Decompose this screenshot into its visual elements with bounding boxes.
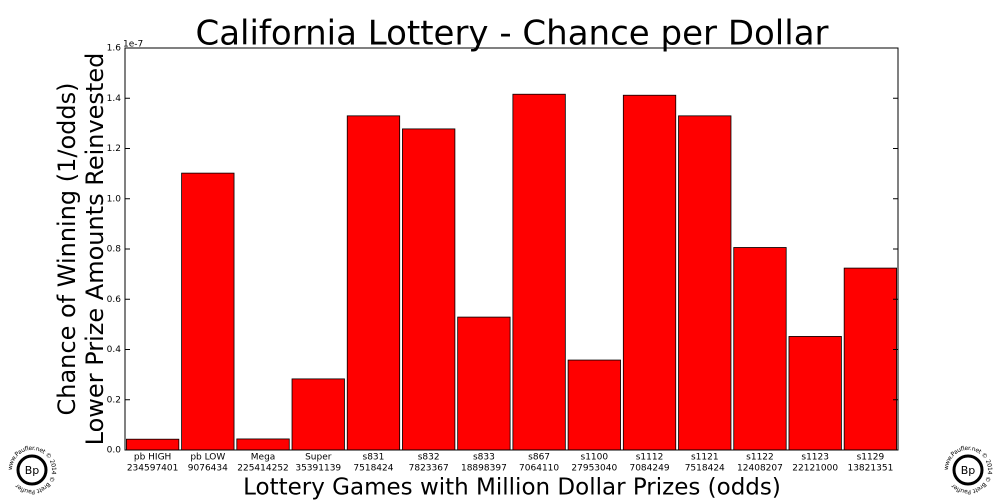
x-tick-label: s1121 — [691, 453, 719, 463]
bar — [567, 359, 621, 451]
x-tick-label: pb LOW — [190, 453, 225, 463]
x-tick-label: s833 — [473, 453, 495, 463]
bar — [402, 128, 456, 451]
x-axis-label: Lottery Games with Million Dollar Prizes… — [243, 475, 781, 500]
bar — [291, 378, 345, 451]
x-tick-odds: 7518424 — [353, 464, 393, 474]
bar — [678, 115, 732, 451]
x-tick-odds: 9076434 — [188, 464, 228, 474]
y-axis-label: Chance of Winning (1/odds) — [53, 82, 81, 415]
chart-title: California Lottery - Chance per Dollar — [195, 14, 828, 54]
x-tick-label: s1123 — [801, 453, 829, 463]
x-tick-odds: 7518424 — [685, 464, 725, 474]
x-tick-label: s832 — [418, 453, 440, 463]
bar — [346, 115, 401, 451]
y-tick-label: 1.6 — [107, 44, 122, 54]
x-tick-odds: 12408207 — [737, 464, 783, 474]
logo-text: Bp — [961, 464, 976, 477]
bar — [733, 247, 787, 451]
y-tick-label: 1.2 — [107, 144, 121, 154]
y-tick-label: 1.4 — [107, 94, 122, 104]
x-tick-odds: 225414252 — [237, 464, 289, 474]
x-tick-odds: 234597401 — [127, 464, 179, 474]
x-tick-label: pb HIGH — [134, 453, 171, 463]
x-tick-odds: 18898397 — [461, 464, 507, 474]
x-tick-label: Super — [305, 453, 332, 463]
y-tick-label: 1.0 — [107, 194, 122, 204]
y-tick-label: 0.8 — [107, 245, 122, 255]
x-tick-label: s1129 — [857, 453, 885, 463]
bar — [512, 93, 566, 451]
y-tick-label: 0.0 — [107, 446, 122, 456]
x-tick-odds: 27953040 — [571, 464, 617, 474]
bar — [457, 316, 511, 451]
x-tick-odds: 13821351 — [847, 464, 893, 474]
bar — [181, 172, 235, 451]
y-axis-label: Lower Prize Amounts Reinvested — [81, 53, 109, 446]
x-tick-label: s1112 — [636, 453, 664, 463]
x-tick-odds: 35391139 — [295, 464, 341, 474]
x-tick-odds: 22121000 — [792, 464, 838, 474]
bar — [622, 94, 677, 451]
x-tick-label: Mega — [251, 453, 276, 463]
bar — [236, 438, 290, 451]
x-tick-label: s1100 — [581, 453, 609, 463]
x-tick-label: s831 — [363, 453, 385, 463]
y-tick-label: 0.2 — [107, 395, 121, 405]
logo-text: Bp — [25, 464, 40, 477]
bar — [843, 267, 898, 451]
x-tick-label: s1122 — [746, 453, 774, 463]
logo-circle — [952, 454, 984, 486]
y-tick-label: 0.4 — [107, 345, 122, 355]
y-tick-label: 0.6 — [107, 295, 122, 305]
bar — [125, 438, 180, 451]
x-tick-odds: 7823367 — [409, 464, 449, 474]
x-tick-label: s867 — [528, 453, 550, 463]
axis-offset-label: 1e-7 — [123, 40, 143, 50]
plot-frame — [124, 47, 899, 451]
logo-circle — [16, 454, 48, 486]
bar — [788, 336, 842, 451]
x-tick-odds: 7084249 — [629, 464, 669, 474]
x-tick-odds: 7064110 — [519, 464, 559, 474]
